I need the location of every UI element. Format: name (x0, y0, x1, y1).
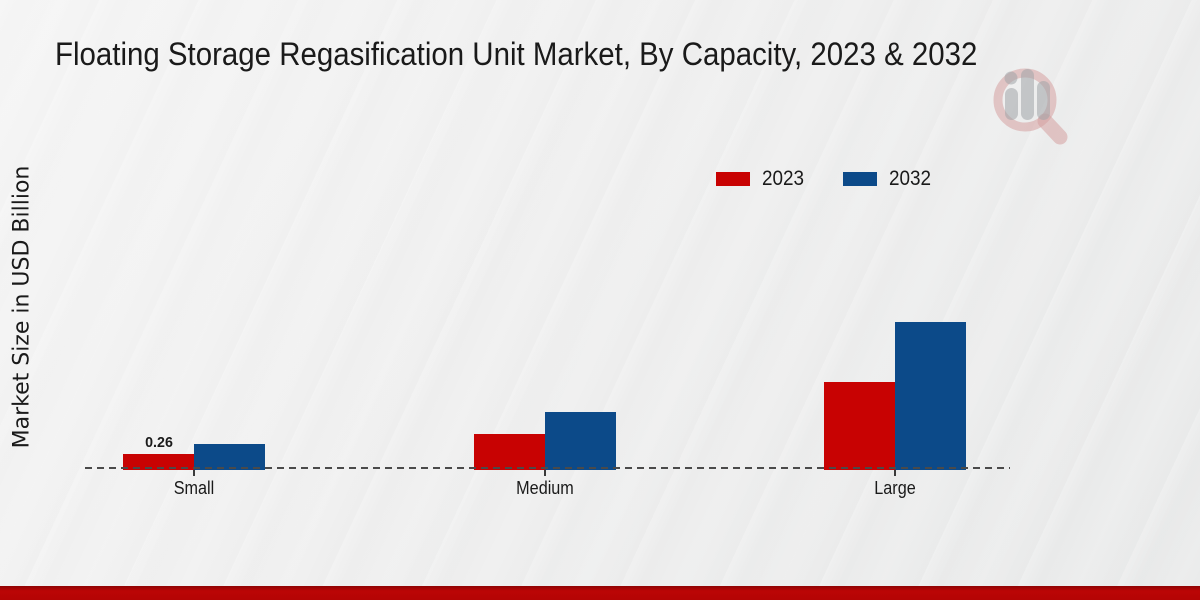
legend-label-2023: 2023 (762, 167, 805, 190)
category-label-medium: Medium (516, 478, 574, 498)
chart-title: Floating Storage Regasification Unit Mar… (55, 36, 978, 72)
legend-label-2032: 2032 (888, 167, 931, 190)
x-axis-baseline (85, 467, 1010, 469)
category-label-large: Large (874, 478, 916, 498)
legend-swatch-2032 (842, 172, 877, 186)
bar-2023-large (824, 382, 895, 470)
magnifier-bar-chart-logo-icon (993, 68, 1068, 145)
bar-2023-small (123, 454, 194, 470)
category-label-small: Small (173, 478, 215, 498)
legend-swatch-2023 (716, 172, 750, 186)
footer-accent-band (0, 586, 1200, 600)
legend-item-2023: 2023 (716, 167, 809, 191)
bar-2032-large (895, 322, 966, 470)
bar-value-label-2023-small: 0.26 (144, 434, 173, 451)
x-axis-tick-small (193, 470, 195, 476)
bar-2032-small (194, 444, 265, 470)
bar-2032-medium (545, 412, 616, 470)
x-axis-tick-large (894, 470, 896, 476)
legend-item-2032: 2032 (842, 167, 936, 191)
legend: 2023 2032 (716, 167, 935, 191)
bar-2023-medium (474, 434, 545, 470)
x-axis-tick-medium (544, 470, 546, 476)
